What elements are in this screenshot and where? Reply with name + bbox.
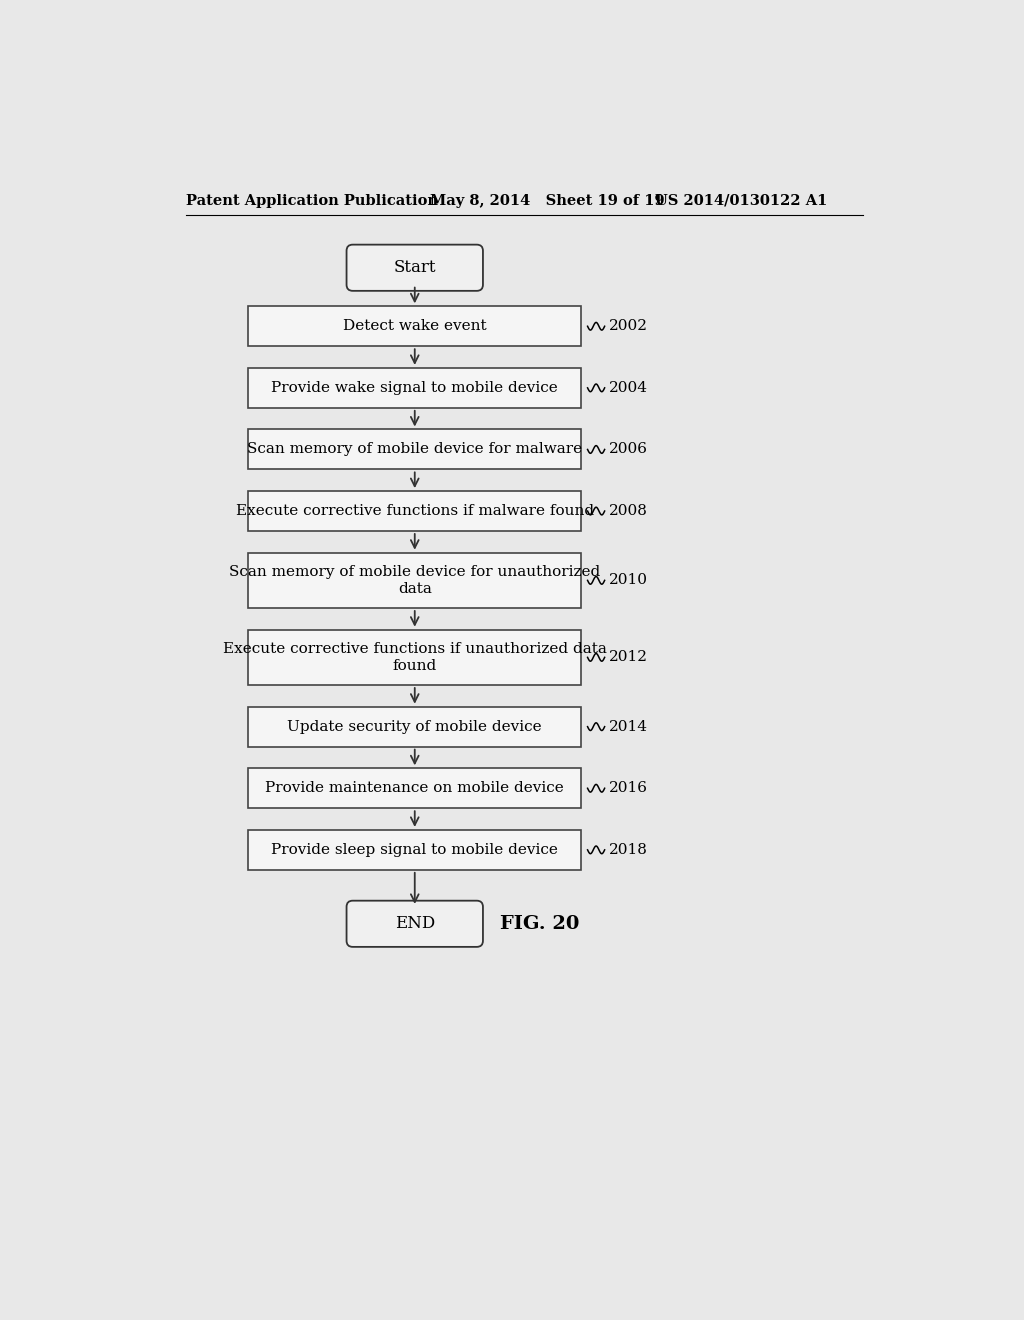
Text: 2008: 2008 bbox=[609, 504, 648, 517]
Text: 2014: 2014 bbox=[609, 719, 648, 734]
Text: Provide wake signal to mobile device: Provide wake signal to mobile device bbox=[271, 381, 558, 395]
Bar bbox=[248, 429, 582, 470]
Text: FIG. 20: FIG. 20 bbox=[500, 915, 580, 933]
Bar bbox=[248, 706, 582, 747]
Text: Scan memory of mobile device for malware: Scan memory of mobile device for malware bbox=[247, 442, 583, 457]
Text: US 2014/0130122 A1: US 2014/0130122 A1 bbox=[655, 194, 827, 207]
Bar bbox=[248, 553, 582, 609]
Bar bbox=[248, 830, 582, 870]
Text: 2002: 2002 bbox=[609, 319, 648, 333]
Text: Provide maintenance on mobile device: Provide maintenance on mobile device bbox=[265, 781, 564, 795]
Text: Update security of mobile device: Update security of mobile device bbox=[288, 719, 542, 734]
Text: 2016: 2016 bbox=[609, 781, 648, 795]
Text: 2012: 2012 bbox=[609, 651, 648, 664]
Text: END: END bbox=[394, 915, 435, 932]
Text: Execute corrective functions if unauthorized data
found: Execute corrective functions if unauthor… bbox=[223, 642, 606, 673]
Text: 2004: 2004 bbox=[609, 381, 648, 395]
Text: Patent Application Publication: Patent Application Publication bbox=[186, 194, 438, 207]
Text: 2006: 2006 bbox=[609, 442, 648, 457]
Text: May 8, 2014   Sheet 19 of 19: May 8, 2014 Sheet 19 of 19 bbox=[430, 194, 665, 207]
Bar bbox=[248, 491, 582, 531]
Text: 2010: 2010 bbox=[609, 573, 648, 587]
FancyBboxPatch shape bbox=[346, 244, 483, 290]
Text: 2018: 2018 bbox=[609, 843, 648, 857]
Bar bbox=[248, 306, 582, 346]
Text: Execute corrective functions if malware found: Execute corrective functions if malware … bbox=[236, 504, 594, 517]
Bar bbox=[248, 368, 582, 408]
Text: Detect wake event: Detect wake event bbox=[343, 319, 486, 333]
Text: Scan memory of mobile device for unauthorized
data: Scan memory of mobile device for unautho… bbox=[229, 565, 600, 597]
Bar bbox=[248, 768, 582, 808]
Bar bbox=[248, 630, 582, 685]
FancyBboxPatch shape bbox=[346, 900, 483, 946]
Text: Provide sleep signal to mobile device: Provide sleep signal to mobile device bbox=[271, 843, 558, 857]
Text: Start: Start bbox=[393, 259, 436, 276]
